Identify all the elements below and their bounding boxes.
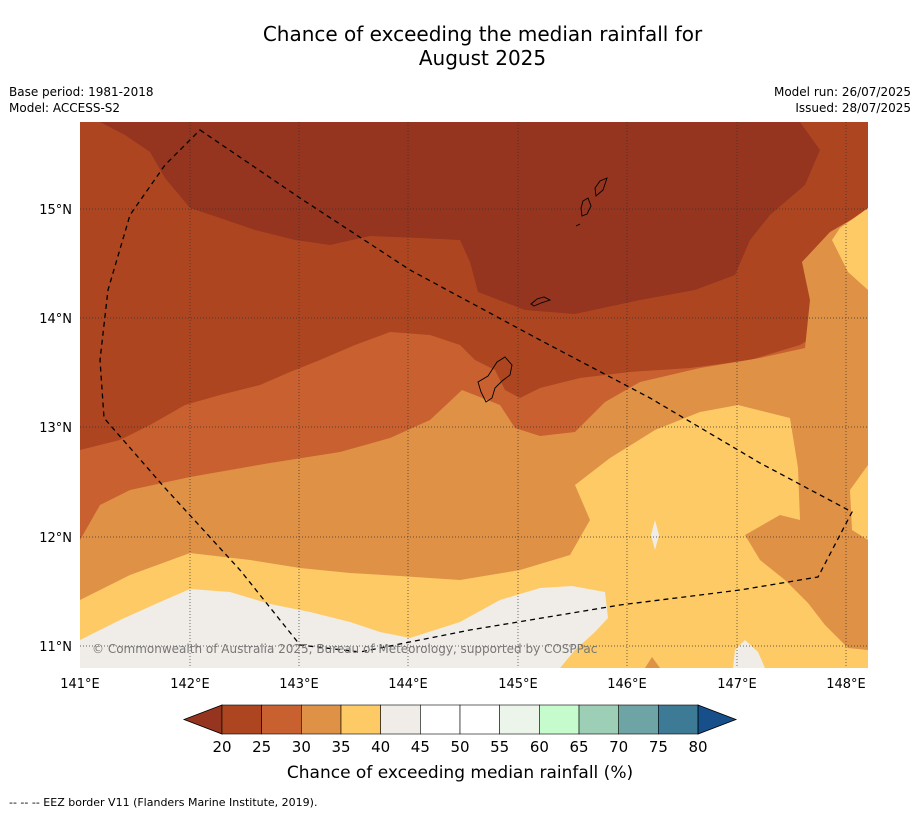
band-40-45 <box>80 586 608 668</box>
colorbar-swatch <box>578 704 620 735</box>
colorbar-tick-label: 40 <box>371 738 390 756</box>
colorbar <box>182 704 738 735</box>
colorbar-tick-label: 30 <box>292 738 311 756</box>
colorbar-swatch <box>618 704 659 735</box>
band-35-40 <box>80 405 868 668</box>
issued-date: Issued: 28/07/2025 <box>795 101 911 115</box>
rainfall-map: © Commonwealth of Australia 2025, Bureau… <box>80 122 868 668</box>
colorbar-label: Chance of exceeding median rainfall (%) <box>287 763 633 783</box>
colorbar-tick-label: 20 <box>212 738 231 756</box>
colorbar-swatch <box>499 704 540 735</box>
lat-tick-12: 12°N <box>39 531 72 546</box>
title-line-1: Chance of exceeding the median rainfall … <box>262 22 703 46</box>
colorbar-under-arrow <box>182 704 223 735</box>
island-guam <box>477 356 513 403</box>
lon-tick-143: 143°E <box>279 677 319 692</box>
island-tinian <box>580 197 592 217</box>
meta-left: Base period: 1981-2018 Model: ACCESS-S2 <box>9 84 154 116</box>
band-40-45-south-east <box>733 640 765 668</box>
colorbar-tick-label: 55 <box>490 738 509 756</box>
lat-tick-13: 13°N <box>39 421 72 436</box>
colorbar-tick-label: 50 <box>450 738 469 756</box>
colorbar-swatch <box>221 704 262 735</box>
eez-border <box>99 129 853 653</box>
colorbar-tick-label: 70 <box>609 738 628 756</box>
colorbar-swatch <box>261 704 302 735</box>
colorbar-swatch <box>539 704 580 735</box>
colorbar-tick-label: 80 <box>688 738 707 756</box>
colorbar-tick-label: 45 <box>411 738 430 756</box>
band-35-40-east <box>832 208 868 290</box>
lon-tick-148: 148°E <box>826 677 866 692</box>
base-period: Base period: 1981-2018 <box>9 85 154 99</box>
longitude-labels: 141°E 142°E 143°E 144°E 145°E 146°E 147°… <box>60 677 866 692</box>
copyright-notice: © Commonwealth of Australia 2025, Bureau… <box>92 642 597 656</box>
band-30-35-spot <box>645 657 660 668</box>
lat-tick-15: 15°N <box>39 203 72 218</box>
colorbar-swatch <box>340 704 381 735</box>
island-rota <box>530 296 552 307</box>
band-40-45-spot <box>651 520 659 550</box>
island-aguijan <box>575 223 581 227</box>
gridlines <box>80 122 868 668</box>
model-run: Model run: 26/07/2025 <box>773 85 911 99</box>
colorbar-swatch <box>459 704 500 735</box>
colorbar-tick-label: 35 <box>331 738 350 756</box>
lat-tick-14: 14°N <box>39 312 72 327</box>
colorbar-swatch <box>420 704 461 735</box>
colorbar-tick-label: 65 <box>569 738 588 756</box>
colorbar-tick-label: 25 <box>252 738 271 756</box>
meta-right: Model run: 26/07/2025 Issued: 28/07/2025 <box>774 84 911 116</box>
lon-tick-147: 147°E <box>717 677 757 692</box>
colorbar-tick-label: 60 <box>530 738 549 756</box>
island-saipan <box>594 177 608 197</box>
colorbar-tick-label: 75 <box>649 738 668 756</box>
colorbar-over-arrow <box>697 704 738 735</box>
footnote: -- -- -- EEZ border V11 (Flanders Marine… <box>9 796 318 809</box>
lon-tick-145: 145°E <box>498 677 538 692</box>
lon-tick-141: 141°E <box>60 677 100 692</box>
colorbar-swatch <box>301 704 342 735</box>
islands <box>477 177 608 403</box>
lon-tick-142: 142°E <box>170 677 210 692</box>
model-name: Model: ACCESS-S2 <box>9 101 121 115</box>
band-35-40-south-east <box>850 465 868 540</box>
lon-tick-146: 146°E <box>607 677 647 692</box>
title-line-2: August 2025 <box>418 46 547 70</box>
lat-tick-11: 11°N <box>39 640 72 655</box>
colorbar-swatch <box>380 704 421 735</box>
colorbar-ticks: 20 25 30 35 40 45 50 55 60 65 70 75 80 <box>212 738 707 756</box>
lon-tick-144: 144°E <box>388 677 428 692</box>
band-below-20 <box>100 122 820 314</box>
latitude-labels: 15°N 14°N 13°N 12°N 11°N <box>39 203 72 655</box>
colorbar-swatch <box>658 704 699 735</box>
